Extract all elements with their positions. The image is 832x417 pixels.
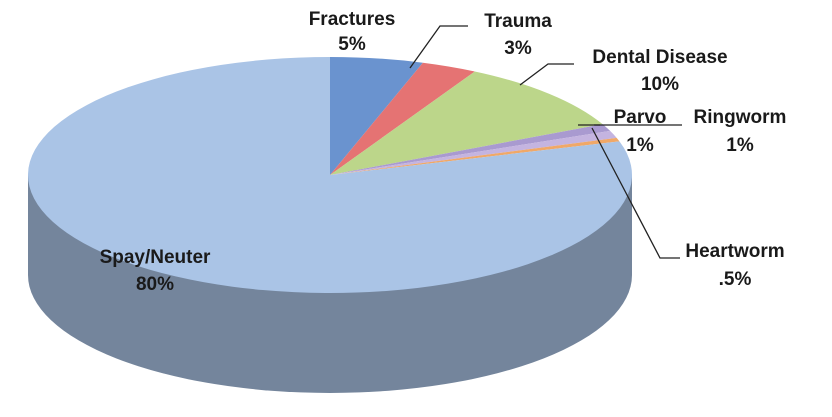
- pie-slice: [330, 124, 611, 175]
- pie-slice: [330, 62, 475, 175]
- leader-line: [519, 63, 574, 86]
- pie-slice: [330, 137, 620, 175]
- leader-line: [591, 127, 680, 259]
- slice-label: Dental Disease: [592, 47, 727, 68]
- pie-slice: [330, 130, 617, 175]
- slice-label: Ringworm: [694, 107, 787, 128]
- slice-value-label: 5%: [338, 34, 366, 55]
- pie-slice: [330, 57, 423, 175]
- slice-value-label: .5%: [719, 269, 752, 290]
- slice-label: Spay/Neuter: [100, 247, 211, 268]
- pie-slice: [330, 71, 603, 175]
- slice-value-label: 1%: [626, 135, 654, 156]
- slice-label: Fractures: [309, 9, 396, 30]
- slice-value-label: 1%: [726, 135, 754, 156]
- pie-slice: [27, 57, 633, 293]
- slice-value-label: 10%: [641, 74, 679, 95]
- slice-label: Heartworm: [685, 241, 784, 262]
- slice-label: Parvo: [614, 107, 667, 128]
- slice-value-label: 3%: [504, 38, 532, 59]
- slice-label: Trauma: [484, 11, 552, 32]
- leader-line: [409, 25, 468, 69]
- slice-value-label: 80%: [136, 274, 174, 295]
